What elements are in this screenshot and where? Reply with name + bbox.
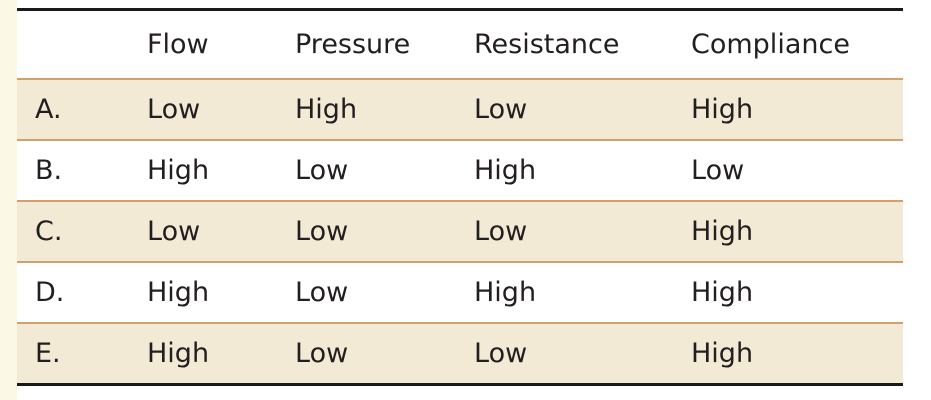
row-label: C. <box>17 201 147 262</box>
cell-resistance: Low <box>474 79 691 140</box>
table-row-a[interactable]: A. Low High Low High <box>17 79 903 140</box>
cell-pressure: High <box>295 79 474 140</box>
table-row-e[interactable]: E. High Low Low High <box>17 323 903 384</box>
cell-resistance: High <box>474 140 691 201</box>
row-label: D. <box>17 262 147 323</box>
answer-table-wrapper: Flow Pressure Resistance Compliance A. L… <box>17 8 903 386</box>
header-compliance: Compliance <box>691 9 903 79</box>
table-body: A. Low High Low High B. High Low High Lo… <box>17 79 903 384</box>
table-row-c[interactable]: C. Low Low Low High <box>17 201 903 262</box>
cell-compliance: High <box>691 262 903 323</box>
cell-compliance: High <box>691 79 903 140</box>
cell-pressure: Low <box>295 262 474 323</box>
table-row-d[interactable]: D. High Low High High <box>17 262 903 323</box>
cell-flow: High <box>147 262 295 323</box>
cell-pressure: Low <box>295 323 474 384</box>
table-row-b[interactable]: B. High Low High Low <box>17 140 903 201</box>
header-pressure: Pressure <box>295 9 474 79</box>
row-label: E. <box>17 323 147 384</box>
cell-flow: Low <box>147 201 295 262</box>
row-label: B. <box>17 140 147 201</box>
cell-resistance: High <box>474 262 691 323</box>
header-row: Flow Pressure Resistance Compliance <box>17 9 903 79</box>
cell-compliance: High <box>691 323 903 384</box>
row-label: A. <box>17 79 147 140</box>
cell-resistance: Low <box>474 323 691 384</box>
header-empty <box>17 9 147 79</box>
cell-resistance: Low <box>474 201 691 262</box>
cell-flow: High <box>147 323 295 384</box>
answer-choices-table: Flow Pressure Resistance Compliance A. L… <box>17 8 903 386</box>
cell-pressure: Low <box>295 140 474 201</box>
left-margin <box>0 0 17 400</box>
cell-compliance: Low <box>691 140 903 201</box>
header-flow: Flow <box>147 9 295 79</box>
header-resistance: Resistance <box>474 9 691 79</box>
cell-flow: High <box>147 140 295 201</box>
cell-flow: Low <box>147 79 295 140</box>
cell-pressure: Low <box>295 201 474 262</box>
cell-compliance: High <box>691 201 903 262</box>
table-header: Flow Pressure Resistance Compliance <box>17 9 903 79</box>
